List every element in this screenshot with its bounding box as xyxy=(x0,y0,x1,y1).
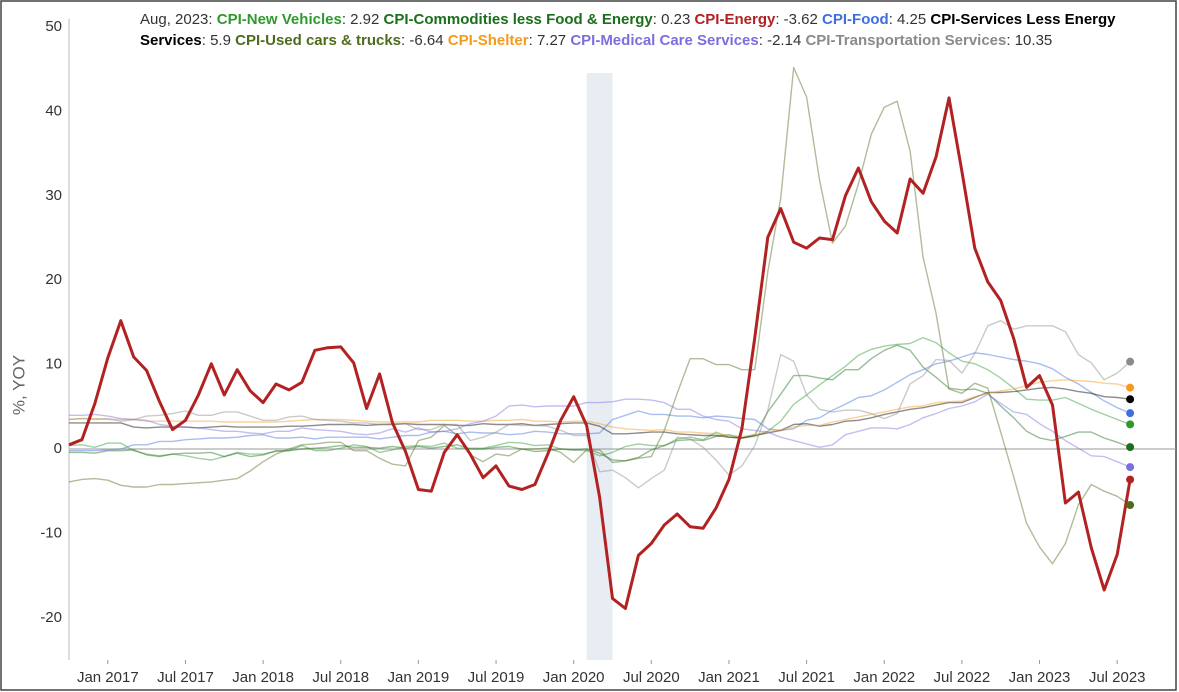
end-marker xyxy=(1126,383,1135,392)
y-tick-label: 50 xyxy=(45,18,62,35)
series-line xyxy=(68,379,1131,438)
legend-value: 4.25 xyxy=(897,11,927,28)
series-line xyxy=(68,66,1131,565)
x-tick-label: Jul 2021 xyxy=(778,669,835,686)
x-tick-label: Jul 2023 xyxy=(1089,669,1146,686)
x-tick-label: Jul 2018 xyxy=(312,669,369,686)
x-tick-label: Jan 2023 xyxy=(1009,669,1071,686)
x-tick-label: Jan 2017 xyxy=(77,669,139,686)
end-marker xyxy=(1126,443,1135,452)
y-tick-label: -20 xyxy=(40,609,62,626)
y-tick-label: -10 xyxy=(40,524,62,541)
series-line xyxy=(69,393,1131,468)
x-tick-label: Jul 2019 xyxy=(468,669,525,686)
legend-name: CPI-Transportation Services xyxy=(805,32,1007,49)
legend-value: -3.62 xyxy=(783,11,818,28)
x-tick-label: Jan 2022 xyxy=(853,669,915,686)
series-line xyxy=(69,344,1131,462)
end-marker xyxy=(1126,357,1135,366)
x-tick-label: Jul 2020 xyxy=(623,669,680,686)
end-marker xyxy=(1126,395,1135,404)
end-marker xyxy=(1126,420,1135,429)
hover-legend: Aug, 2023: CPI-New Vehicles: 2.92 CPI-Co… xyxy=(140,11,1116,49)
series-line xyxy=(68,320,1131,489)
legend-name: CPI-Used cars & trucks xyxy=(235,32,402,49)
x-tick-label: Jan 2021 xyxy=(698,669,760,686)
hover-date: Aug, 2023 xyxy=(140,11,209,28)
legend-value: 5.9 xyxy=(210,32,231,49)
y-tick-label: 10 xyxy=(45,356,62,373)
legend-name: CPI-Energy xyxy=(694,11,776,28)
x-tick-label: Jul 2017 xyxy=(157,669,214,686)
legend-value: 7.27 xyxy=(536,32,567,49)
y-tick-label: 0 xyxy=(54,440,62,457)
x-tick-label: Jan 2020 xyxy=(543,669,605,686)
legend-name: CPI-Medical Care Services xyxy=(570,32,759,49)
legend-value: 10.35 xyxy=(1014,32,1053,49)
series-line xyxy=(69,352,1131,452)
x-tick-label: Jan 2018 xyxy=(232,669,294,686)
legend-value: -6.64 xyxy=(409,32,444,49)
end-marker xyxy=(1126,501,1135,510)
y-tick-label: 20 xyxy=(45,271,62,288)
series-line xyxy=(69,386,1131,439)
x-tick-label: Jul 2022 xyxy=(934,669,991,686)
legend-name: CPI-Commodities less Food & Energy xyxy=(383,11,653,28)
legend-name: CPI-Services Less Energy Services xyxy=(140,11,1116,49)
end-marker xyxy=(1126,409,1135,418)
legend-value: 2.92 xyxy=(350,11,380,28)
legend-value: 0.23 xyxy=(661,11,691,28)
legend-name: CPI-Food xyxy=(822,11,889,28)
end-marker xyxy=(1126,463,1135,472)
series-line xyxy=(68,96,1132,610)
legend-name: CPI-Shelter xyxy=(447,32,529,49)
y-tick-label: 40 xyxy=(45,102,62,119)
legend-value: -2.14 xyxy=(767,32,802,49)
series-line xyxy=(68,336,1131,461)
legend-name: CPI-New Vehicles xyxy=(216,11,342,28)
x-tick-label: Jan 2019 xyxy=(388,669,450,686)
y-axis-label: %, YOY xyxy=(9,355,28,415)
end-marker xyxy=(1126,475,1135,484)
y-tick-label: 30 xyxy=(45,187,62,204)
